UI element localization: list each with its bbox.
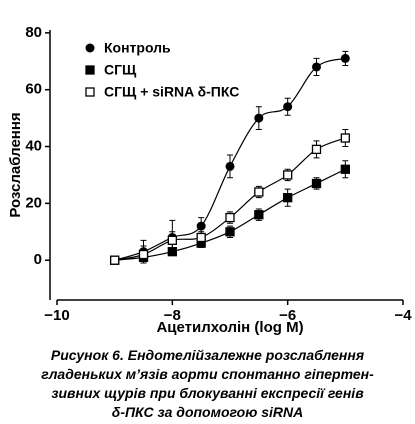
caption: Рисунок 6. Ендотелійзалежне розслаблення… [0,346,415,422]
y-tick-label: 60 [25,81,42,98]
x-tick-label: −6 [279,307,296,324]
marker [196,232,206,243]
marker [254,113,264,123]
legend-label: СГЩ [104,62,137,78]
legend-label: Контроль [104,40,171,56]
y-tick-label: 20 [25,194,42,211]
legend-label: СГЩ + siRNA δ-ПКС [104,84,239,100]
marker [283,193,293,203]
marker [167,235,177,245]
marker [283,102,293,112]
x-axis-label: Ацетилхолін (log M) [156,319,303,336]
x-tick-label: −10 [44,307,69,324]
marker [196,221,206,231]
marker [340,133,350,143]
y-tick-label: 80 [25,24,42,41]
marker [311,144,322,155]
marker [283,170,293,180]
marker [254,210,264,220]
x-tick-label: −4 [394,307,412,324]
marker [138,249,149,260]
caption-line: δ-ПКС за допомогою siRNA [111,404,304,420]
x-tick-label: −8 [164,307,181,324]
legend-marker [85,43,95,53]
marker [340,53,350,63]
marker [225,212,235,223]
caption-line: гладеньких м’язів аорти спонтанно гіперт… [41,366,374,382]
marker [225,227,235,237]
marker [311,178,322,189]
marker [225,161,235,171]
chart: Розслаблення Ацетилхолін (log M) 0 20 40 60… [7,24,412,336]
caption-line: зивних щурів при блокуванні експресії ге… [51,385,364,401]
legend-marker [85,65,95,75]
marker [340,164,350,174]
y-axis-label: Розслаблення [7,112,24,217]
y-tick-label: 40 [25,137,42,154]
marker [312,62,321,72]
caption-line: Рисунок 6. Ендотелійзалежне розслаблення [50,347,365,363]
legend-marker [85,87,95,97]
y-tick-label: 0 [34,251,42,268]
marker [110,255,120,265]
marker [254,187,264,197]
